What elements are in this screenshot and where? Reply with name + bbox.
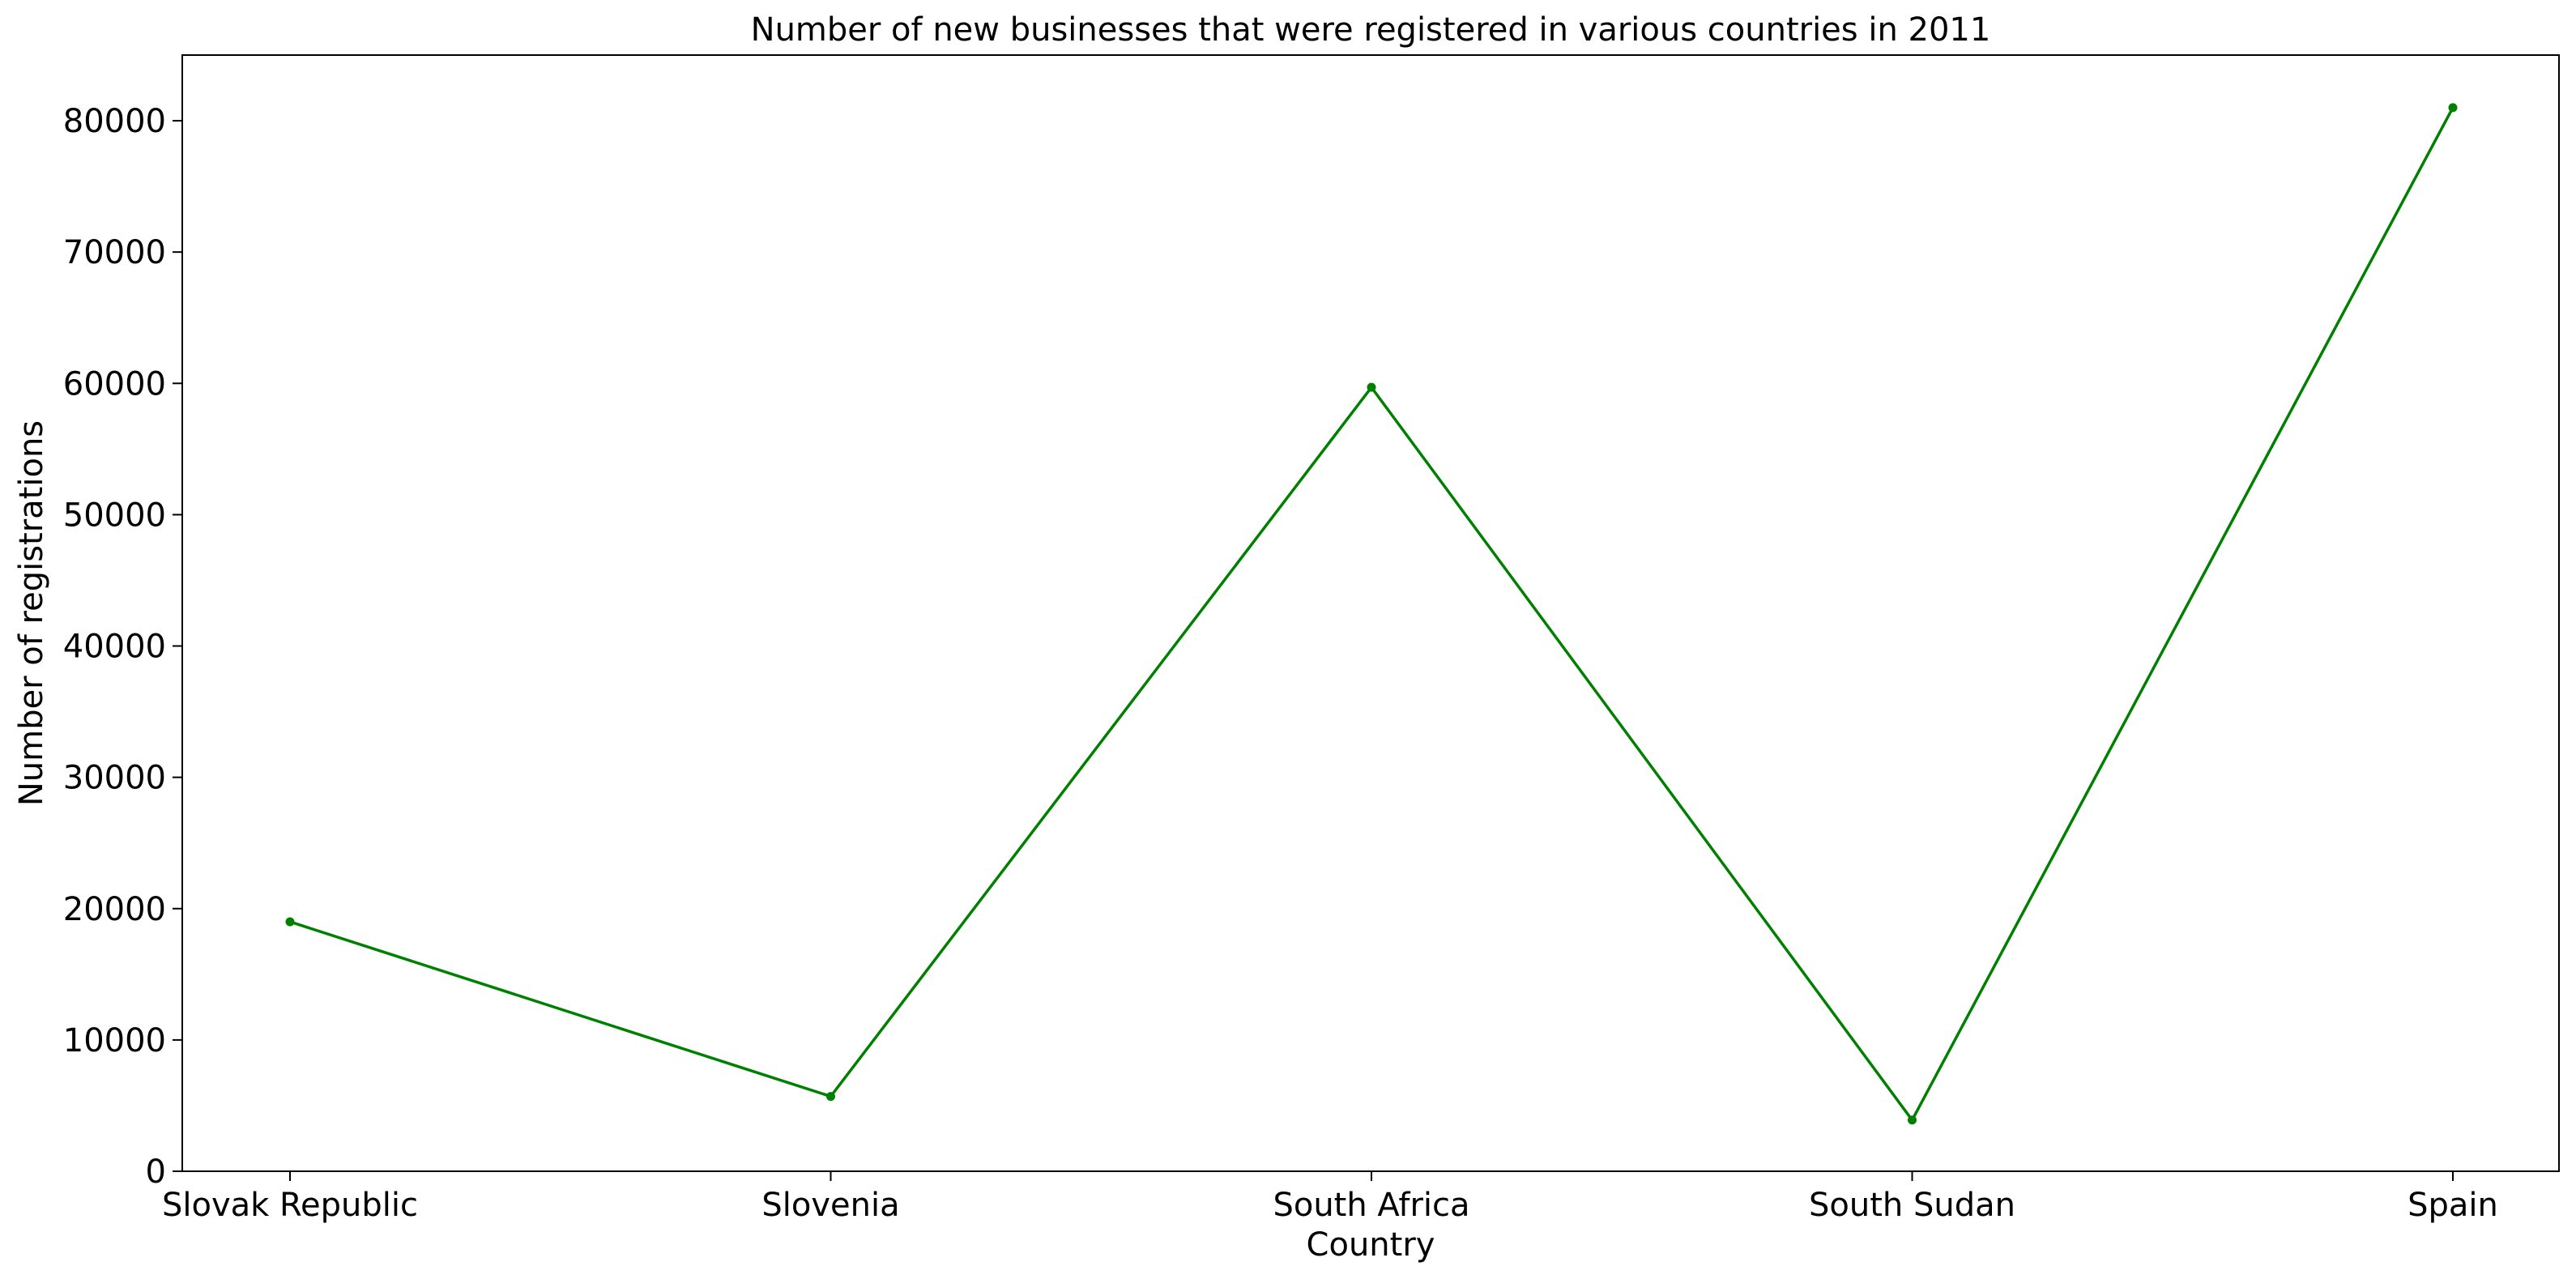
x-tick-label: Spain	[2408, 1187, 2498, 1224]
series-line	[289, 107, 2454, 1122]
series-group	[285, 103, 2458, 1125]
y-axis: 0 10000 20000 30000 40000 50000 60000 70000 8000…	[63, 103, 182, 1191]
plot-frame	[181, 54, 2560, 1172]
y-axis-label: Number of registrations	[13, 420, 50, 806]
y-tick-label: 0	[146, 1153, 166, 1191]
y-tick-label: 30000	[63, 760, 166, 797]
x-axis-label: Country	[1307, 1226, 1435, 1264]
data-point	[2448, 103, 2458, 113]
x-axis: Slovak Republic Slovenia South Africa South…	[162, 1171, 2498, 1224]
y-tick-label: 10000	[63, 1022, 166, 1059]
data-point	[1908, 1115, 1917, 1125]
data-point	[285, 917, 295, 927]
x-tick-label: South Africa	[1273, 1187, 1469, 1224]
x-tick-label: Slovenia	[761, 1187, 899, 1224]
chart-title: Number of new businesses that were regis…	[751, 11, 1991, 49]
y-tick-label: 40000	[63, 629, 166, 666]
data-point	[1367, 382, 1376, 392]
y-tick-label: 60000	[63, 365, 166, 403]
data-point	[826, 1092, 835, 1102]
y-tick-label: 80000	[63, 103, 166, 140]
plot-area: 0 10000 20000 30000 40000 50000 60000 70000 8000…	[63, 54, 2560, 1224]
y-tick-label: 70000	[63, 234, 166, 271]
y-tick-label: 20000	[63, 891, 166, 928]
y-tick-label: 50000	[63, 497, 166, 534]
x-tick-label: Slovak Republic	[162, 1187, 418, 1224]
x-tick-label: South Sudan	[1809, 1187, 2015, 1224]
